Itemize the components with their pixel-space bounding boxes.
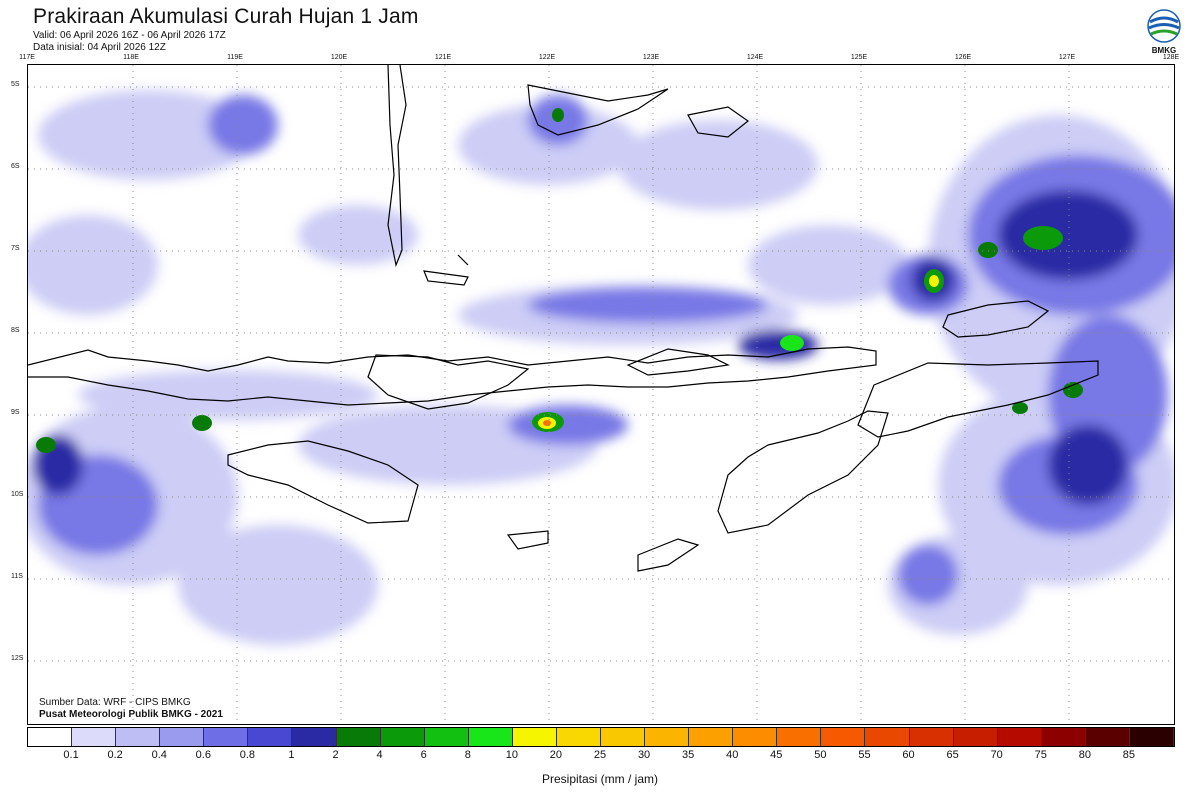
colorbar-label: 50 <box>814 749 827 761</box>
colorbar-cell <box>777 728 822 746</box>
lat-tick-label: 12S <box>11 655 24 662</box>
lat-tick-label: 6S <box>11 163 20 170</box>
colorbar-unit: Presipitasi (mm / jam) <box>541 772 659 786</box>
colorbar-label: 8 <box>464 749 471 761</box>
grid <box>28 65 1174 724</box>
colorbar-cell <box>821 728 866 746</box>
lon-tick-label: 120E <box>330 54 348 61</box>
colorbar-label: 70 <box>990 749 1003 761</box>
colorbar-label: 85 <box>1122 749 1136 761</box>
lon-tick-label: 118E <box>123 54 139 61</box>
colorbar-cell <box>72 728 117 746</box>
rain-field <box>28 90 1174 645</box>
colorbar-cell <box>733 728 778 746</box>
colorbar-label: 0.8 <box>239 749 256 761</box>
colorbar-cell <box>645 728 690 746</box>
colorbar-cell <box>512 728 557 746</box>
lat-tick-label: 5S <box>11 81 20 88</box>
colorbar-cell <box>1041 728 1086 746</box>
lat-tick-label: 10S <box>11 491 24 498</box>
colorbar-cell <box>160 728 205 746</box>
colorbar-label: 30 <box>637 749 651 761</box>
colorbar-cell <box>865 728 910 746</box>
colorbar-label: 60 <box>902 749 915 761</box>
colorbar-cell <box>556 728 601 746</box>
lon-tick-label: 125E <box>850 54 868 61</box>
colorbar-label: 0.1 <box>63 749 79 761</box>
coastlines <box>28 65 1099 572</box>
source-credit: Sumber Data: WRF - CIPS BMKG <box>39 697 191 708</box>
colorbar-cell <box>997 728 1042 746</box>
colorbar-cell <box>1129 728 1174 746</box>
bmkg-logo: BMKG <box>1144 8 1184 58</box>
agency-credit: Pusat Meteorologi Publik BMKG - 2021 <box>39 709 223 720</box>
lat-tick-label: 7S <box>11 245 20 252</box>
lat-tick-label: 9S <box>11 409 20 416</box>
colorbar-cell <box>468 728 513 746</box>
lon-tick-label: 128E <box>1162 54 1180 61</box>
lat-tick-label: 8S <box>11 327 20 334</box>
colorbar-cell <box>116 728 161 746</box>
colorbar-label: 45 <box>770 749 783 761</box>
colorbar-cell <box>380 728 425 746</box>
map-title: Prakiraan Akumulasi Curah Hujan 1 Jam <box>33 5 419 28</box>
precipitation-map <box>27 64 1175 725</box>
colorbar-label: 40 <box>726 749 739 761</box>
colorbar-label: 0.4 <box>151 749 167 761</box>
colorbar-label: 75 <box>1034 749 1047 761</box>
lat-tick-label: 11S <box>11 573 23 580</box>
map-canvas <box>28 65 1174 724</box>
lon-tick-label: 126E <box>954 54 972 61</box>
colorbar-cell <box>28 728 73 746</box>
colorbar-cell <box>248 728 293 746</box>
colorbar-label: 65 <box>946 749 959 761</box>
colorbar-cell <box>953 728 998 746</box>
colorbar-cell <box>292 728 337 746</box>
colorbar-label: 0.6 <box>195 749 211 761</box>
colorbar-cell <box>424 728 469 746</box>
colorbar-label: 35 <box>682 749 695 761</box>
lon-tick-label: 119E <box>227 54 243 61</box>
colorbar <box>27 727 1175 747</box>
colorbar-cell <box>204 728 249 746</box>
lon-tick-label: 117E <box>19 54 35 61</box>
colorbar-cell <box>909 728 954 746</box>
colorbar-label: 25 <box>593 749 607 761</box>
colorbar-label: 80 <box>1078 749 1091 761</box>
lon-tick-label: 127E <box>1058 54 1076 61</box>
valid-time: Valid: 06 April 2026 16Z - 06 April 2026… <box>33 30 226 41</box>
lon-tick-label: 122E <box>538 54 556 61</box>
colorbar-label: 55 <box>858 749 871 761</box>
colorbar-label: 2 <box>332 749 339 761</box>
lon-tick-label: 121E <box>434 54 452 61</box>
colorbar-label: 10 <box>505 749 518 761</box>
init-time: Data inisial: 04 April 2026 12Z <box>33 42 166 53</box>
colorbar-label: 0.2 <box>107 749 123 761</box>
colorbar-label: 6 <box>420 749 427 761</box>
colorbar-label: 4 <box>376 749 383 761</box>
colorbar-label: 1 <box>288 749 295 761</box>
lon-tick-label: 123E <box>642 54 660 61</box>
colorbar-cell <box>601 728 646 746</box>
colorbar-cell <box>1085 728 1130 746</box>
logo-text: BMKG <box>1151 46 1177 55</box>
colorbar-cell <box>689 728 734 746</box>
colorbar-label: 20 <box>549 749 563 761</box>
colorbar-cell <box>336 728 381 746</box>
rain-cores <box>36 108 1083 453</box>
lon-tick-label: 124E <box>746 54 764 61</box>
